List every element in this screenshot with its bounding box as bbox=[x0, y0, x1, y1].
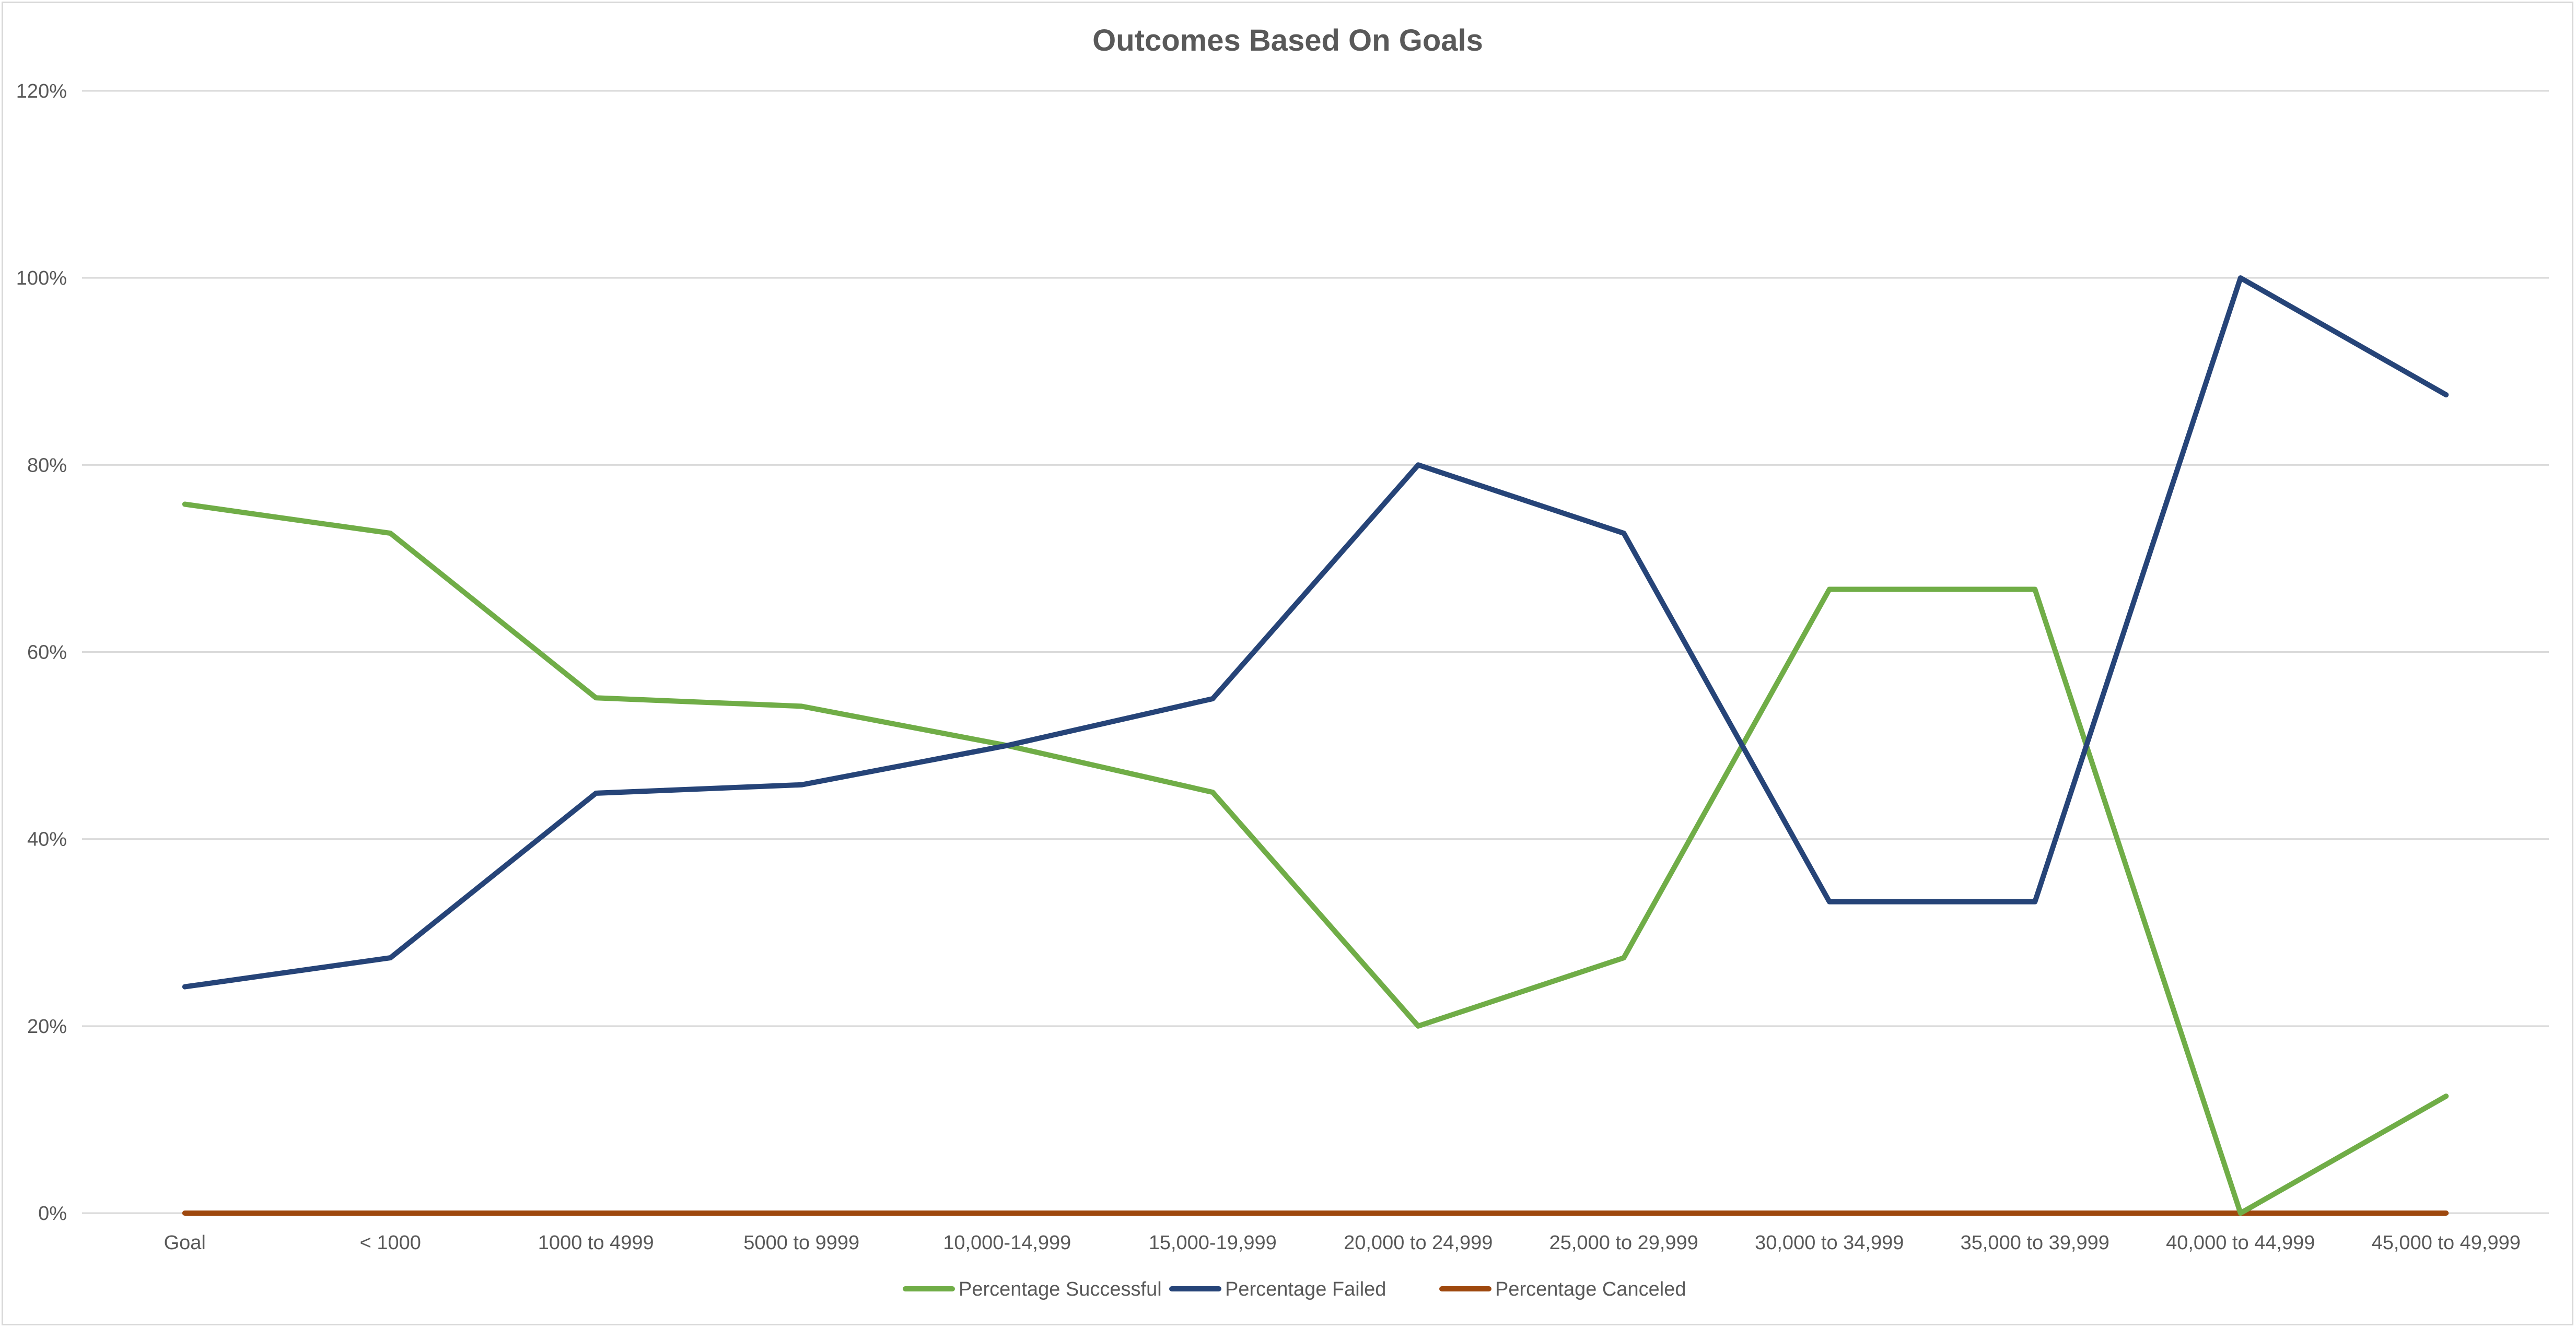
y-tick-label: 120% bbox=[16, 80, 67, 102]
y-tick-label: 0% bbox=[38, 1203, 67, 1225]
x-tick-label: 1000 to 4999 bbox=[538, 1232, 654, 1254]
legend-label: Percentage Successful bbox=[959, 1278, 1162, 1300]
x-tick-label: 25,000 to 29,999 bbox=[1549, 1232, 1698, 1254]
x-tick-label: 20,000 to 24,999 bbox=[1344, 1232, 1493, 1254]
y-tick-label: 40% bbox=[27, 829, 67, 851]
x-tick-label: 10,000-14,999 bbox=[943, 1232, 1071, 1254]
legend-item-percentage-canceled: Percentage Canceled bbox=[1439, 1278, 1686, 1300]
legend-label: Percentage Canceled bbox=[1495, 1278, 1686, 1300]
legend-item-percentage-successful: Percentage Successful bbox=[903, 1278, 1162, 1300]
y-tick-label: 80% bbox=[27, 454, 67, 476]
x-tick-label: 30,000 to 34,999 bbox=[1755, 1232, 1904, 1254]
x-tick-label: < 1000 bbox=[360, 1232, 421, 1254]
x-tick-label: Goal bbox=[164, 1232, 206, 1254]
y-tick-label: 60% bbox=[27, 642, 67, 664]
legend-label: Percentage Failed bbox=[1225, 1278, 1386, 1300]
y-tick-label: 20% bbox=[27, 1016, 67, 1038]
y-tick-label: 100% bbox=[16, 267, 67, 289]
gridlines bbox=[82, 90, 2549, 1214]
x-tick-label: 40,000 to 44,999 bbox=[2166, 1232, 2315, 1254]
chart-title: Outcomes Based On Goals bbox=[1092, 23, 1483, 57]
x-tick-label: 35,000 to 39,999 bbox=[1961, 1232, 2109, 1254]
series-line-percentage-failed bbox=[182, 275, 2449, 990]
x-tick-label: 45,000 to 49,999 bbox=[2372, 1232, 2521, 1254]
series-lines bbox=[182, 275, 2449, 1216]
x-tick-label: 5000 to 9999 bbox=[743, 1232, 859, 1254]
y-axis-tick-labels: 0% 20% 40% 60% 80% 100% 120% bbox=[16, 80, 67, 1225]
x-axis-tick-labels: Goal < 1000 1000 to 4999 5000 to 9999 10,000… bbox=[164, 1232, 2521, 1254]
series-line-percentage-successful bbox=[182, 501, 2449, 1216]
legend-item-percentage-failed: Percentage Failed bbox=[1169, 1278, 1386, 1300]
legend: Percentage Successful Percentage Failed Pe… bbox=[903, 1278, 1686, 1300]
x-tick-label: 15,000-19,999 bbox=[1149, 1232, 1277, 1254]
